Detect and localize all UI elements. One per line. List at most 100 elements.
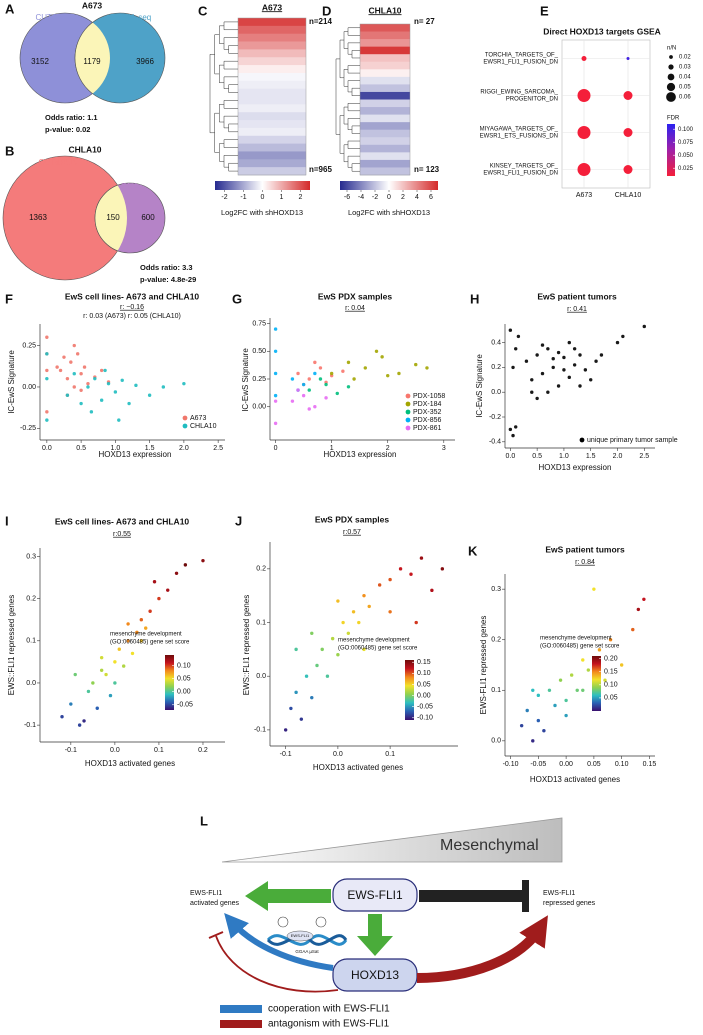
colorbar-tick-label: 0.05 <box>417 681 431 688</box>
colorbar-tick-label: -4 <box>358 194 364 201</box>
point <box>642 324 646 329</box>
x-tick-label: 0.5 <box>76 445 86 452</box>
point <box>135 630 139 635</box>
row-label: TORCHIA_TARGETS_OF_ <box>485 53 559 59</box>
heat-frame <box>237 17 307 176</box>
count-label: n= 27 <box>414 17 435 26</box>
point <box>113 681 117 685</box>
point <box>508 328 513 332</box>
point <box>283 728 288 732</box>
point <box>82 719 86 723</box>
plot-title: EwS PDX samples <box>318 291 392 301</box>
x-tick-label: 0.1 <box>385 751 395 758</box>
legend-swatch <box>220 1005 262 1013</box>
point <box>161 385 166 389</box>
point <box>592 587 596 591</box>
point <box>553 703 557 708</box>
heatmap-title: CHLA10 <box>368 5 401 15</box>
point <box>99 668 104 673</box>
x-tick-label: -0.1 <box>65 747 77 754</box>
annotation: r: 0.03 (A673) r: 0.05 (CHLA10) <box>83 313 181 320</box>
point <box>157 596 161 601</box>
point <box>430 588 434 593</box>
correlation: r: −0.16 <box>120 304 144 311</box>
panel-letter: A <box>5 1 15 16</box>
heat-cell <box>238 159 306 168</box>
legend-dot <box>668 64 674 70</box>
point <box>603 678 607 682</box>
point <box>320 647 324 652</box>
colorbar <box>165 655 174 710</box>
point <box>508 427 513 432</box>
point <box>72 343 76 348</box>
point <box>542 729 546 733</box>
panel-letter: B <box>5 143 14 158</box>
point <box>409 572 413 576</box>
point <box>121 664 126 668</box>
legend-marker <box>405 393 411 399</box>
x-axis-label: HOXD13 activated genes <box>313 763 403 772</box>
colorbar-tick-label: -0.05 <box>417 704 433 711</box>
heat-cell <box>360 91 410 100</box>
y-tick-label: 0.25 <box>22 342 36 349</box>
point <box>113 390 118 394</box>
plot-title: EwS cell lines- A673 and CHLA10 <box>55 516 190 526</box>
x-tick-label: 2 <box>386 445 390 452</box>
y-tick-label: 0.75 <box>252 320 266 327</box>
colorbar-tick-label: 0.15 <box>417 659 431 666</box>
point <box>425 366 429 370</box>
point <box>79 388 83 392</box>
heat-cell <box>360 61 410 70</box>
row-label: EWSR1_FLI1_FUSION_DN <box>483 60 558 66</box>
point <box>583 368 588 372</box>
point <box>45 410 49 414</box>
colorbar-tick-label: 0.05 <box>177 675 191 682</box>
heat-cell <box>360 114 410 123</box>
point <box>310 631 314 635</box>
point <box>335 391 339 396</box>
point <box>386 373 390 378</box>
y-tick-label: 0.0 <box>26 680 36 687</box>
point <box>65 393 70 397</box>
point <box>307 407 311 411</box>
antagonism-cap <box>208 931 224 939</box>
colorbar-tick-label: 0.075 <box>678 140 694 146</box>
heat-cell <box>360 54 410 63</box>
point <box>341 620 345 625</box>
plot-frame <box>561 39 651 189</box>
point <box>535 353 539 357</box>
point <box>536 693 541 698</box>
y-tick-label: -0.1 <box>254 727 266 734</box>
colorbar-tick-label: 0.05 <box>604 695 618 702</box>
legend-label: cooperation with EWS-FLI1 <box>268 1004 390 1015</box>
point <box>139 617 144 622</box>
venn-title: CHLA10 <box>68 144 101 154</box>
legend-label: A673 <box>190 415 206 422</box>
y-tick-label: 0.0 <box>256 673 266 680</box>
point <box>546 390 550 394</box>
point <box>374 349 379 353</box>
count-label: n= 123 <box>414 165 440 174</box>
point <box>77 723 82 727</box>
down-arrowhead <box>357 936 393 956</box>
point <box>531 688 535 692</box>
point <box>546 347 550 351</box>
point <box>273 349 278 353</box>
colorbar-tick-label: 6 <box>429 194 433 201</box>
point <box>525 708 529 713</box>
heat-cell <box>360 122 410 131</box>
correlation: r: 0.04 <box>345 305 365 312</box>
point <box>296 388 300 392</box>
legend-marker <box>405 425 411 431</box>
legend-marker <box>405 409 411 415</box>
point <box>567 340 571 345</box>
dna-label: EWS-FLI1 <box>291 933 310 938</box>
heat-cell <box>360 129 410 138</box>
point <box>72 372 76 376</box>
point <box>530 378 534 382</box>
point <box>516 334 521 339</box>
heat-cell <box>238 49 306 58</box>
point <box>572 347 577 351</box>
dot <box>623 91 633 100</box>
colorbar <box>340 181 438 190</box>
